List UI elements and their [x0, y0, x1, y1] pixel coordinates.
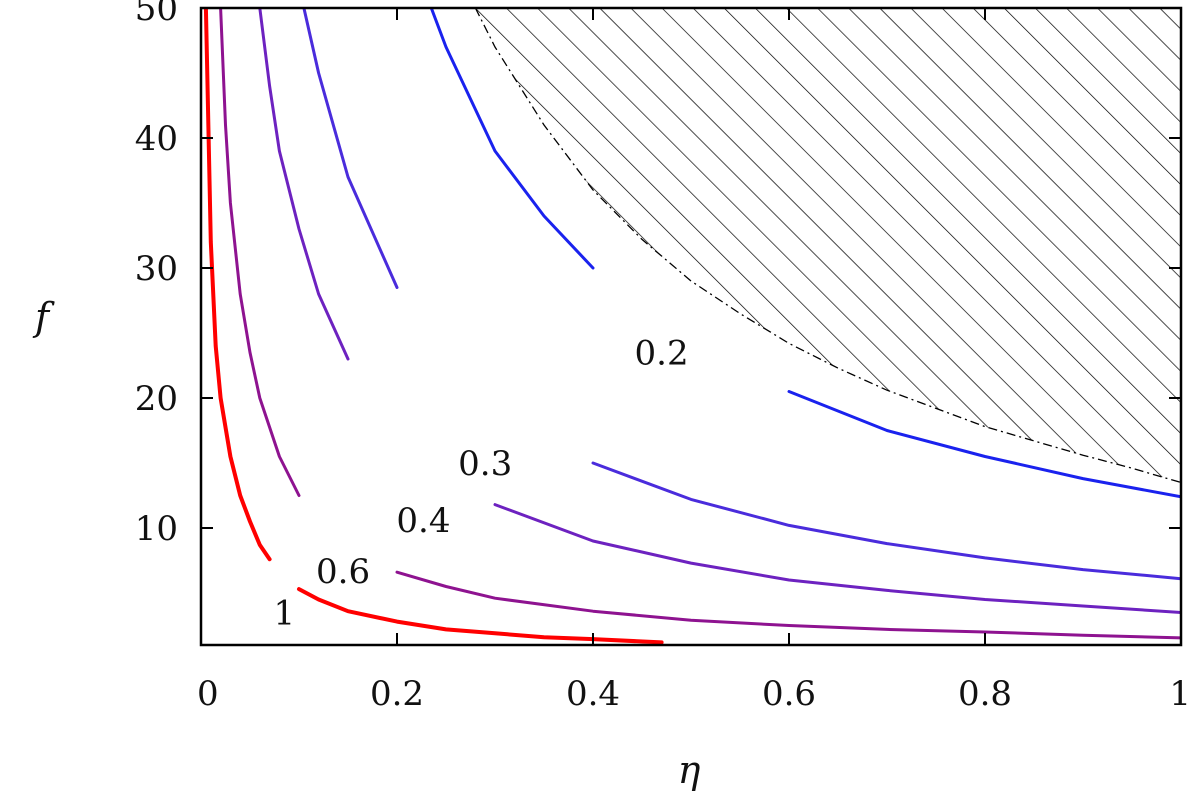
contour-label-0: 1: [273, 594, 295, 634]
x-tick-label-3: 0.6: [762, 674, 816, 714]
excluded-region-hatch: [475, 8, 1181, 483]
x-tick-label-5: 1: [1169, 674, 1191, 714]
y-tick-label-4: 50: [135, 0, 178, 29]
x-tick-label-1: 0.2: [370, 674, 424, 714]
x-tick-label-0: 0: [197, 674, 219, 714]
x-tick-label-4: 0.8: [958, 674, 1012, 714]
y-tick-label-1: 20: [135, 379, 178, 419]
series-line-1: [219, 8, 1181, 640]
plot-frame: [199, 6, 1183, 647]
y-axis-label: f: [32, 295, 55, 339]
y-tick-label-2: 30: [135, 249, 178, 289]
y-tick-label-3: 40: [135, 119, 178, 159]
series-line-0: [203, 8, 664, 645]
excluded-region-boundary: [474, 8, 1181, 484]
contour-label-1: 0.6: [316, 552, 370, 592]
series-line-2: [258, 8, 1181, 614]
series-line-4: [429, 8, 1181, 499]
series-line-3: [302, 8, 1181, 581]
contour-label-4: 0.2: [635, 334, 689, 374]
x-tick-label-2: 0.4: [566, 674, 620, 714]
y-tick-label-0: 10: [135, 509, 178, 549]
x-axis-label: η: [678, 748, 701, 792]
contour-label-3: 0.3: [458, 444, 512, 484]
contour-label-2: 0.4: [396, 501, 450, 541]
